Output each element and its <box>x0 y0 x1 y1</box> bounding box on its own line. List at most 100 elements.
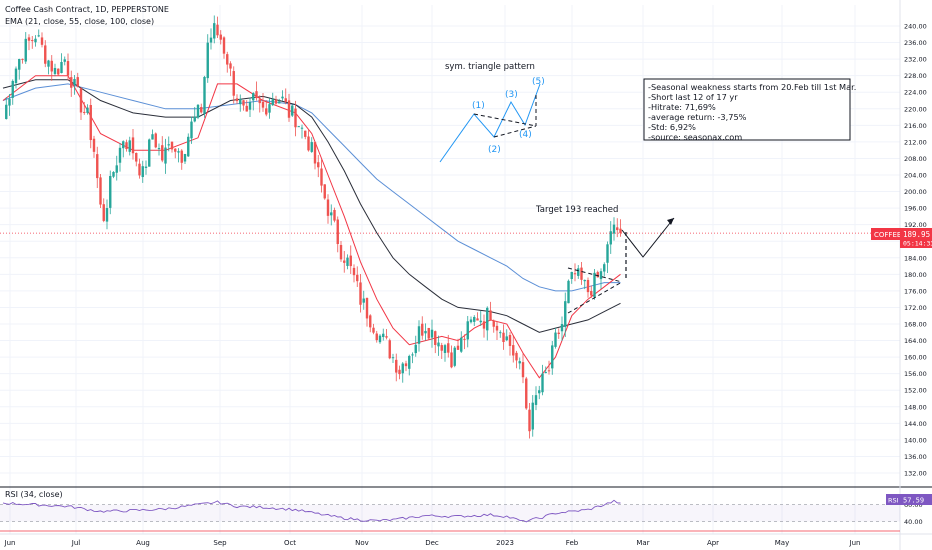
candle <box>495 321 499 341</box>
candle <box>499 330 502 338</box>
candle <box>151 129 154 140</box>
candle <box>505 329 508 342</box>
wave-label-5: (5) <box>532 77 545 87</box>
candle <box>268 98 271 119</box>
candle <box>21 58 24 64</box>
candle <box>362 290 365 310</box>
price-tick-26: 236.00 <box>904 39 927 47</box>
price-tick-8: 164.00 <box>904 337 927 345</box>
candle <box>567 279 570 304</box>
ema-legend[interactable]: EMA (21, close, 55, close, 100, close) <box>5 17 154 26</box>
candle <box>421 316 424 340</box>
price-tick-25: 232.00 <box>904 56 927 64</box>
time-tick-6: Dec <box>425 539 439 547</box>
candle <box>456 338 460 350</box>
candle <box>63 56 66 66</box>
candle <box>518 357 521 370</box>
recent-triangle-drawing[interactable] <box>567 267 623 314</box>
triangle-lower-line <box>493 125 537 138</box>
candle <box>47 59 50 75</box>
seasonality-info-box[interactable]: -Seasonal weakness starts from 20.Feb ti… <box>643 78 856 142</box>
candle <box>378 334 382 344</box>
candle <box>352 264 356 283</box>
candle <box>326 194 330 224</box>
candle <box>92 135 96 158</box>
price-tick-6: 156.00 <box>904 370 927 378</box>
time-tick-10: Apr <box>707 539 719 547</box>
candle <box>603 262 606 277</box>
candle <box>206 34 209 83</box>
time-tick-4: Oct <box>284 539 296 547</box>
price-tick-15: 192.00 <box>904 221 927 229</box>
triangle-pattern-drawing[interactable]: sym. triangle pattern (1) (2) (3) (4) (5… <box>439 62 545 163</box>
rsi-label-tag[interactable]: RSI 57.59 <box>886 494 932 505</box>
candle <box>564 292 567 338</box>
target-annotation[interactable]: Target 193 reached <box>535 205 675 278</box>
candle <box>190 116 193 144</box>
time-axis[interactable]: Jun Jul Aug Sep Oct Nov Dec 2023 Feb Mar Apr May Jun <box>4 539 861 547</box>
candle <box>599 268 603 290</box>
price-tick-11: 176.00 <box>904 287 927 295</box>
time-tick-12: Jun <box>849 539 861 547</box>
candle <box>469 316 473 324</box>
candle <box>560 316 564 341</box>
candle <box>50 55 53 81</box>
wave-label-3: (3) <box>505 90 518 100</box>
candle <box>245 100 248 112</box>
candle <box>261 92 265 112</box>
rsi-legend[interactable]: RSI (34, close) <box>5 490 63 499</box>
price-axis[interactable]: 132.00 136.00 140.00 144.00 148.00 152.00 156.… <box>904 23 927 478</box>
candle <box>76 72 79 88</box>
candle <box>385 329 388 340</box>
time-tick-0: Jun <box>4 539 16 547</box>
candle <box>570 271 573 284</box>
candle <box>323 184 326 200</box>
candle <box>40 32 44 48</box>
candle <box>297 126 300 128</box>
candle <box>547 360 551 375</box>
candle <box>512 335 515 363</box>
candle <box>161 136 164 163</box>
recent-triangle-lower <box>567 281 623 314</box>
rsi-pane[interactable] <box>0 499 900 532</box>
candle <box>408 354 411 376</box>
info-line-3: -Hitrate: 71,69% <box>648 102 716 112</box>
candle <box>44 40 47 68</box>
candle <box>177 148 180 163</box>
candle <box>388 338 391 360</box>
candle <box>284 88 287 105</box>
candle <box>404 360 408 372</box>
candle <box>209 28 213 50</box>
triangle-upper-line <box>473 113 537 127</box>
candle <box>551 341 554 375</box>
candle <box>294 100 297 137</box>
info-line-6: -source: seasonax.com <box>648 132 742 142</box>
candle <box>86 104 89 115</box>
candle <box>14 66 18 89</box>
candle <box>128 136 131 156</box>
candle <box>317 155 320 178</box>
candle <box>320 159 323 193</box>
candle <box>239 94 242 112</box>
candle <box>398 365 401 380</box>
candle <box>99 173 102 209</box>
rsi-tick-0: 40.00 <box>904 518 923 526</box>
candle <box>590 285 593 298</box>
price-label-tag[interactable]: COFFEE 189.95 05:14:33 <box>871 228 932 248</box>
price-tick-7: 160.00 <box>904 354 927 362</box>
ema21-path <box>2 75 621 379</box>
candle <box>502 324 505 350</box>
candle <box>430 319 434 348</box>
candle <box>580 261 583 285</box>
candle <box>248 97 252 117</box>
target-text: Target 193 reached <box>535 205 618 215</box>
candle <box>148 138 151 167</box>
candle <box>463 334 466 350</box>
rsi-name-tag <box>886 494 900 505</box>
candle <box>226 51 229 73</box>
candle <box>18 58 21 80</box>
candle <box>187 133 190 157</box>
time-tick-9: Mar <box>636 539 649 547</box>
candle <box>8 93 11 116</box>
